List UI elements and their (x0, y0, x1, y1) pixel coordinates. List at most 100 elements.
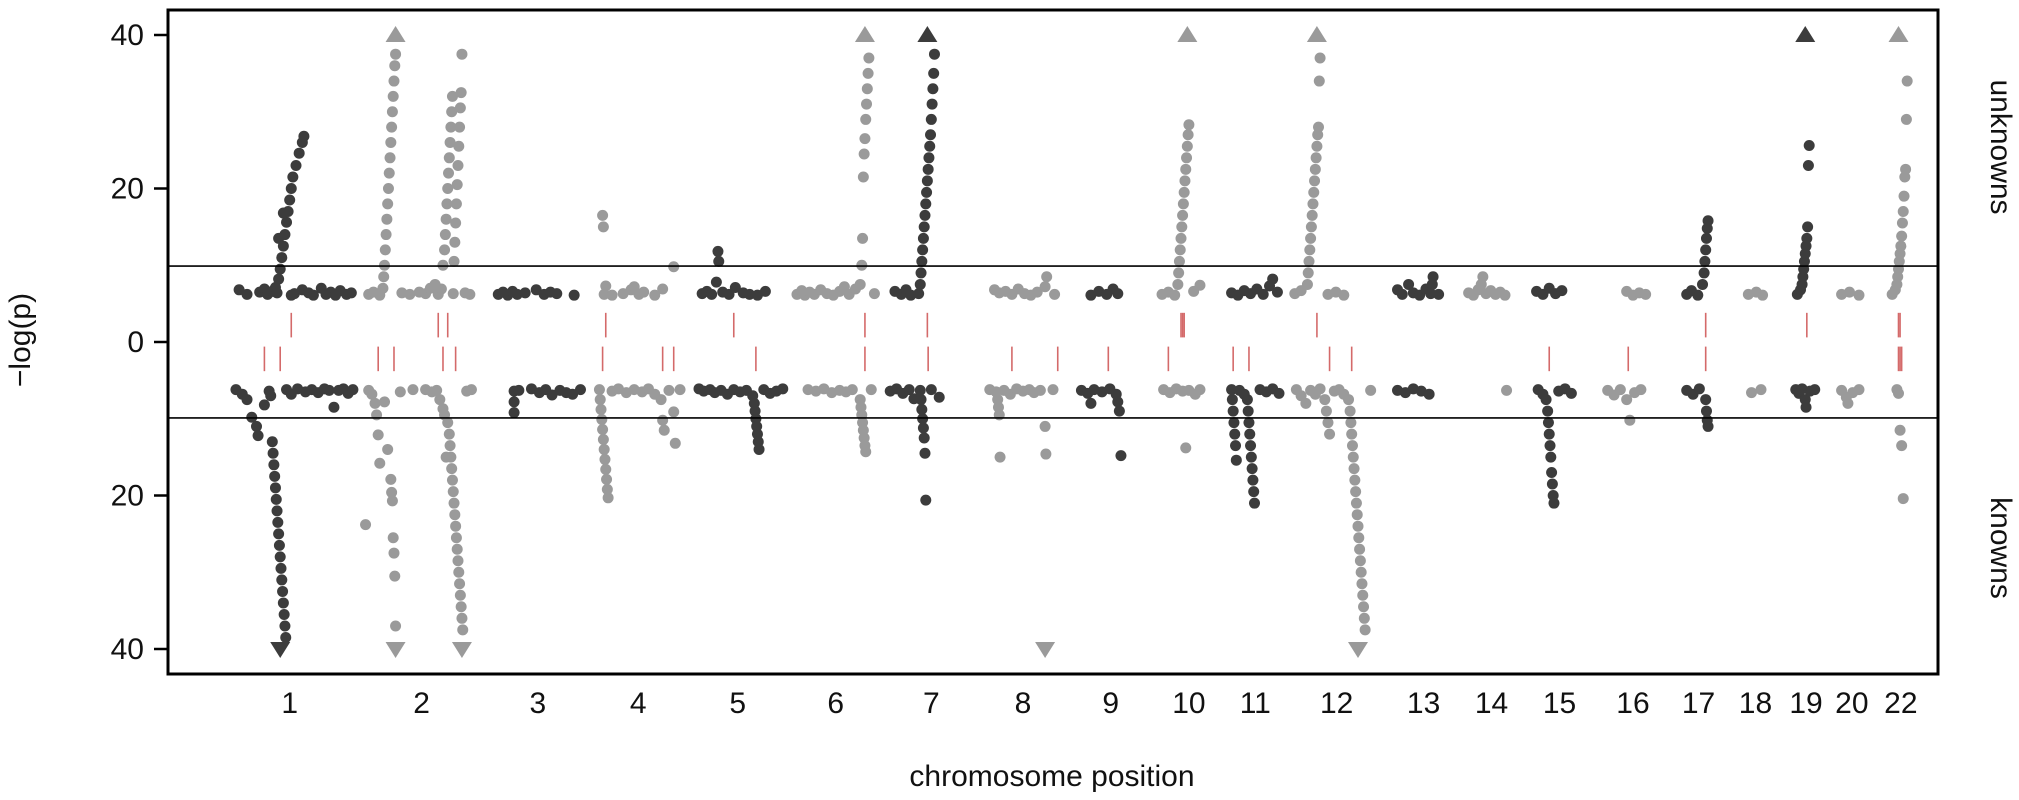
known-point (277, 585, 289, 597)
known-point (917, 422, 929, 434)
known-point (1358, 612, 1370, 624)
unknown-point (744, 288, 756, 300)
known-point (450, 520, 462, 532)
unknown-point (442, 183, 454, 194)
known-point (865, 384, 877, 396)
y-axis-label: −log(p) (4, 293, 37, 387)
unknown-point (447, 288, 459, 300)
known-point (1229, 428, 1241, 440)
unknown-point (606, 289, 618, 301)
truncation-markers-layer (270, 26, 1909, 658)
unknown-point (1425, 288, 1437, 300)
chromosome-label: 9 (1102, 687, 1119, 720)
truncated-up-marker (1795, 26, 1816, 42)
unknown-point (1803, 140, 1815, 152)
unknown-point (293, 147, 305, 159)
unknown-point (1177, 198, 1189, 210)
y-tick-label: 40 (111, 633, 144, 666)
known-point (387, 532, 399, 544)
unknown-point (1183, 119, 1195, 131)
truncated-down-marker (270, 642, 291, 658)
truncated-up-marker (1177, 26, 1198, 42)
unknown-point (857, 232, 869, 244)
chromosome-label: 15 (1543, 687, 1576, 720)
known-point (272, 516, 284, 528)
known-point (1892, 387, 1904, 399)
unknown-point (919, 209, 931, 221)
unknown-point (1181, 152, 1193, 164)
unknown-point (1039, 281, 1051, 293)
unknown-point (1702, 215, 1714, 227)
unknown-point (925, 113, 937, 125)
known-point (1354, 555, 1366, 567)
unknown-point (381, 213, 393, 225)
unknown-point (1897, 206, 1909, 218)
unknown-point (917, 244, 929, 256)
known-point (1346, 440, 1358, 452)
unknown-point (443, 167, 455, 179)
unknowns-panel-label: unknowns (1984, 79, 2017, 214)
unknown-point (449, 236, 461, 248)
known-point (252, 430, 264, 442)
plot-frame (166, 8, 1940, 676)
unknown-point (1172, 278, 1184, 290)
known-point (669, 437, 681, 449)
known-point (452, 555, 464, 567)
known-point (1320, 405, 1332, 417)
unknown-point (868, 288, 880, 300)
known-point (1543, 428, 1555, 440)
unknown-point (1396, 288, 1408, 300)
unknown-point (1309, 163, 1321, 175)
known-point (1228, 417, 1240, 429)
known-point (445, 451, 457, 463)
known-point (1546, 466, 1558, 478)
known-point (1348, 463, 1360, 475)
unknown-point (435, 283, 447, 295)
unknown-point (281, 216, 293, 228)
unknown-point (921, 186, 933, 198)
unknown-point (1556, 285, 1568, 297)
known-point (753, 443, 765, 455)
known-point (777, 383, 789, 395)
known-point (450, 532, 462, 544)
unknown-point (1900, 163, 1912, 175)
known-point (597, 433, 609, 445)
unknown-point (1700, 244, 1712, 256)
known-point (1853, 384, 1865, 396)
unknown-point (241, 288, 253, 300)
known-point (241, 394, 253, 406)
unknown-point (382, 198, 394, 210)
known-point (1347, 451, 1359, 463)
known-point (1800, 401, 1812, 413)
known-point (1273, 387, 1285, 399)
unknown-point (519, 287, 531, 299)
known-point (347, 384, 359, 396)
known-point (1344, 405, 1356, 417)
truncated-down-marker (385, 642, 406, 658)
chromosome-label: 6 (827, 687, 844, 720)
known-point (920, 494, 932, 506)
unknown-point (441, 198, 453, 210)
known-point (1085, 397, 1097, 409)
chromosome-label: 5 (729, 687, 746, 720)
x-axis-label: chromosome position (909, 760, 1194, 793)
x-axis: 1 2 3 4 5 6 7 8 9 10 11 12 13 14 15 16 17 18 19 20 22 (281, 687, 1917, 720)
unknown-point (1697, 278, 1709, 290)
known-point (1354, 543, 1366, 555)
known-point (442, 417, 454, 429)
unknown-point (1267, 273, 1279, 285)
unknown-point (443, 152, 455, 164)
known-point (916, 404, 928, 416)
unknown-point (916, 255, 928, 267)
unknown-point (1177, 209, 1189, 221)
truncated-up-marker (917, 26, 938, 42)
known-point (447, 486, 459, 498)
unknown-point (1304, 244, 1316, 256)
truncated-up-marker (385, 26, 406, 42)
unknown-point (1182, 129, 1194, 141)
known-point (457, 624, 469, 636)
unknown-point (859, 133, 871, 145)
unknown-point (290, 159, 302, 171)
unknown-point (920, 198, 932, 210)
chromosome-label: 19 (1789, 687, 1822, 720)
